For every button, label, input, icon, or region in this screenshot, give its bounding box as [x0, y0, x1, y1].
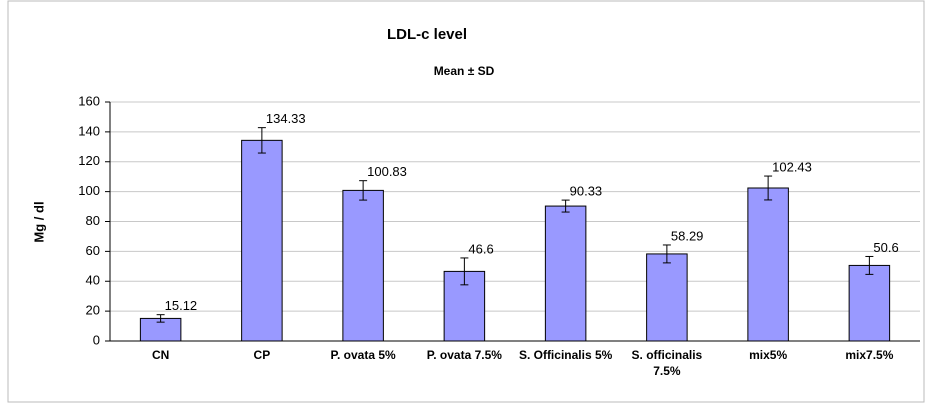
chart-frame — [7, 0, 925, 403]
y-axis-label: Mg / dl — [31, 201, 46, 242]
data-label: 15.12 — [165, 298, 198, 313]
y-tick-label: 60 — [86, 243, 100, 258]
y-tick-label: 40 — [86, 273, 100, 288]
x-tick-label: S. officinalis 7.5% — [632, 348, 703, 378]
x-tick-label: mix5% — [749, 348, 787, 362]
bar — [747, 187, 789, 342]
data-label: 58.29 — [671, 228, 704, 243]
x-tick-label: P. ovata 5% — [331, 348, 396, 362]
data-label: 50.6 — [873, 240, 898, 255]
x-tick-label: S. Officinalis 5% — [519, 348, 613, 362]
y-tick-label: 160 — [78, 93, 100, 108]
y-tick-label: 80 — [86, 213, 100, 228]
y-tick-label: 20 — [86, 303, 100, 318]
data-label: 102.43 — [772, 159, 812, 174]
x-tick-label: CN — [152, 348, 169, 362]
y-tick-label: 0 — [93, 332, 100, 347]
y-tick-label: 100 — [78, 183, 100, 198]
data-label: 100.83 — [367, 164, 407, 179]
x-tick-label: mix7.5% — [845, 348, 893, 362]
chart-subtitle: Mean ± SD — [434, 64, 495, 78]
bar — [544, 205, 587, 342]
bar — [342, 189, 384, 342]
bar — [646, 253, 688, 342]
x-tick-label: CP — [254, 348, 271, 362]
data-label: 46.6 — [468, 241, 493, 256]
bar — [848, 264, 891, 342]
bar — [241, 139, 283, 342]
y-tick-label: 120 — [78, 153, 100, 168]
chart-title: LDL-c level — [387, 26, 467, 43]
y-tick-label: 140 — [78, 123, 100, 138]
data-label: 134.33 — [266, 111, 306, 126]
data-label: 90.33 — [570, 184, 603, 199]
x-tick-label: P. ovata 7.5% — [427, 348, 502, 362]
